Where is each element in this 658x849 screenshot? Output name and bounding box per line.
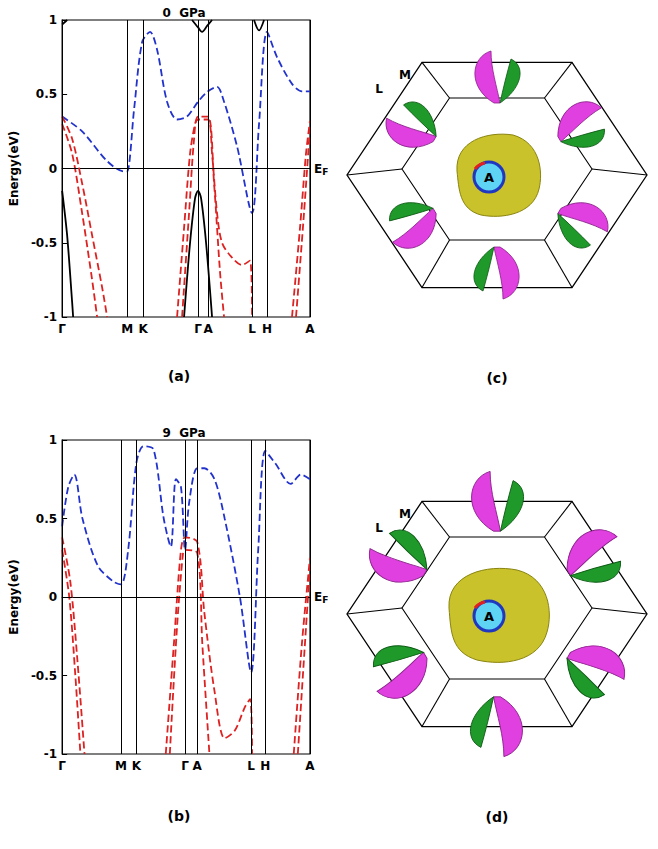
svg-text:K: K <box>138 322 148 336</box>
svg-text:L: L <box>247 759 255 773</box>
svg-text:1: 1 <box>49 433 57 447</box>
svg-text:F: F <box>322 167 328 177</box>
svg-text:-0.5: -0.5 <box>31 669 57 683</box>
svg-text:M: M <box>399 507 411 521</box>
svg-text:A: A <box>484 170 494 185</box>
svg-text:Γ: Γ <box>58 759 66 773</box>
svg-text:-1: -1 <box>44 747 57 761</box>
html-text:(a): (a) <box>167 368 191 384</box>
html-text:(b): (b) <box>167 808 191 824</box>
svg-text:0: 0 <box>49 162 57 176</box>
svg-text:0: 0 <box>49 590 57 604</box>
svg-text:0.5: 0.5 <box>36 87 57 101</box>
svg-text:A: A <box>193 759 203 773</box>
svg-text:(c): (c) <box>486 370 507 386</box>
svg-text:Γ: Γ <box>181 759 189 773</box>
svg-text:A: A <box>305 322 315 336</box>
svg-text:E: E <box>314 590 322 604</box>
svg-text:Energy(eV): Energy(eV) <box>7 131 21 207</box>
svg-text:F: F <box>322 595 328 605</box>
svg-text:L: L <box>248 322 256 336</box>
svg-text:M: M <box>121 322 133 336</box>
svg-text:Γ: Γ <box>194 322 202 336</box>
svg-text:Energy(eV): Energy(eV) <box>7 559 21 635</box>
svg-text:K: K <box>132 759 142 773</box>
svg-text:9 GPa: 9 GPa <box>162 426 205 440</box>
svg-text:1: 1 <box>49 13 57 27</box>
svg-text:0.5: 0.5 <box>36 512 57 526</box>
svg-text:Γ: Γ <box>58 322 66 336</box>
svg-text:E: E <box>314 162 322 176</box>
svg-text:L: L <box>375 521 383 535</box>
svg-text:M: M <box>115 759 127 773</box>
svg-text:-0.5: -0.5 <box>31 236 57 250</box>
svg-text:0 GPa: 0 GPa <box>162 6 205 20</box>
svg-text:H: H <box>262 322 272 336</box>
svg-text:A: A <box>203 322 213 336</box>
svg-text:L: L <box>375 82 383 96</box>
svg-text:H: H <box>260 759 270 773</box>
svg-text:-1: -1 <box>44 310 57 324</box>
svg-text:A: A <box>484 609 494 624</box>
svg-text:(d): (d) <box>486 809 509 825</box>
svg-text:M: M <box>399 68 411 82</box>
svg-text:A: A <box>305 759 315 773</box>
